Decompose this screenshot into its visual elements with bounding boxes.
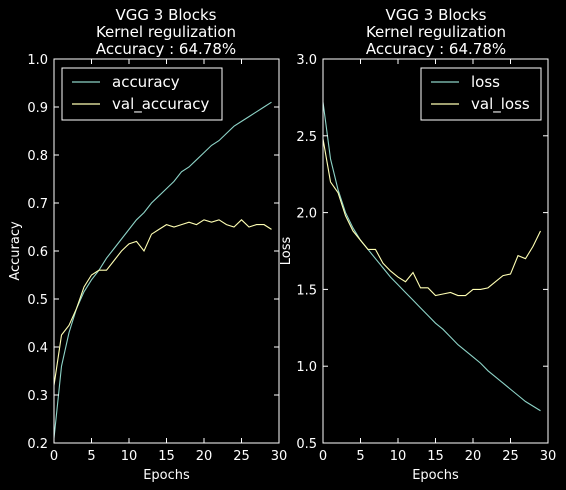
loss-chart-ytick-label: 1.0 (296, 360, 317, 375)
loss-chart-ytick-label: 2.5 (296, 130, 317, 145)
loss-chart-title-line-2: Kernel regulization (366, 23, 506, 41)
accuracy-chart-title-line-2: Kernel regulization (96, 23, 236, 41)
accuracy-chart-xaxis-label: Epochs (143, 468, 190, 483)
accuracy-chart-xtick-label: 25 (233, 449, 250, 464)
loss-chart-title-line-3: Accuracy : 64.78% (366, 40, 506, 58)
loss-chart-xtick-label: 10 (390, 449, 407, 464)
loss-chart-xtick-label: 0 (319, 449, 327, 464)
loss-chart-legend (420, 67, 542, 121)
loss-chart-xtick-label: 15 (427, 449, 444, 464)
accuracy-chart-ytick-label: 0.8 (27, 149, 48, 164)
accuracy-chart-ytick-label: 0.6 (27, 245, 48, 260)
accuracy-chart-legend (61, 67, 223, 121)
loss-chart-xtick-label: 20 (465, 449, 482, 464)
accuracy-chart-xtick-label: 0 (50, 449, 58, 464)
loss-chart-xtick-label: 25 (502, 449, 519, 464)
loss-chart-title-line-1: VGG 3 Blocks (386, 6, 487, 24)
accuracy-chart-series-accuracy (53, 101, 272, 439)
loss-chart-yaxis-label: Loss (279, 237, 294, 266)
loss-chart-ytick-label: 1.5 (296, 283, 317, 298)
loss-chart-legend-label-val_loss: val_loss (471, 95, 530, 114)
loss-chart-ytick-label: 3.0 (296, 53, 317, 68)
loss-chart-series-val_loss (322, 138, 541, 297)
accuracy-chart-ytick-label: 0.3 (27, 389, 48, 404)
accuracy-chart-xtick-label: 30 (271, 449, 288, 464)
accuracy-chart-xtick-label: 5 (87, 449, 95, 464)
accuracy-chart-xtick-label: 15 (158, 449, 175, 464)
loss-chart-ytick-label: 0.5 (296, 437, 317, 452)
accuracy-chart-xtick-label: 20 (196, 449, 213, 464)
loss-chart-ytick-label: 2.0 (296, 207, 317, 222)
accuracy-chart-legend-label-val_accuracy: val_accuracy (112, 95, 210, 114)
accuracy-chart-ytick-label: 0.9 (27, 101, 48, 116)
accuracy-chart-ytick-label: 0.7 (27, 197, 48, 212)
loss-chart-xtick-label: 30 (540, 449, 557, 464)
accuracy-chart-legend-label-accuracy: accuracy (112, 73, 180, 91)
loss-chart-xtick-label: 5 (356, 449, 364, 464)
accuracy-chart-yaxis-label: Accuracy (8, 221, 23, 281)
accuracy-chart-xtick-label: 10 (121, 449, 138, 464)
loss-chart-xaxis-label: Epochs (412, 468, 459, 483)
accuracy-chart-title-line-1: VGG 3 Blocks (116, 6, 217, 24)
accuracy-chart-ytick-label: 0.5 (27, 293, 48, 308)
accuracy-chart-ytick-label: 0.4 (27, 341, 48, 356)
accuracy-chart-series-val_accuracy (53, 219, 272, 386)
loss-chart-legend-label-loss: loss (471, 73, 500, 91)
accuracy-chart-ytick-label: 1.0 (27, 53, 48, 68)
accuracy-chart-ytick-label: 0.2 (27, 437, 48, 452)
accuracy-chart-title-line-3: Accuracy : 64.78% (96, 40, 236, 58)
